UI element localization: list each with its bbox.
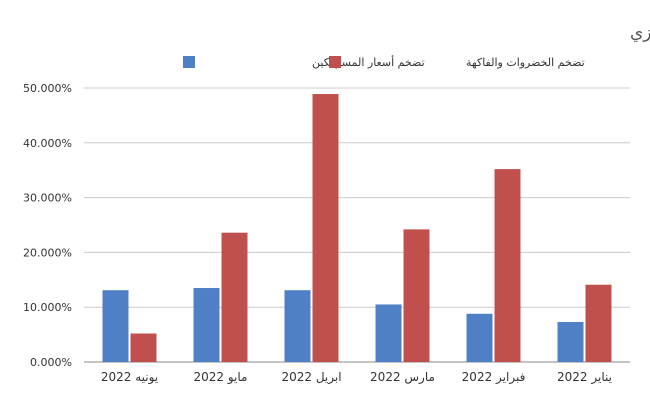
y-tick-label: 30.000% xyxy=(23,192,72,205)
y-tick-label: 40.000% xyxy=(23,137,72,150)
y-axis-ticks: 0.000% 10.000% 20.000% 30.000% 40.000% 50.000… xyxy=(23,82,72,369)
bar-vegetables xyxy=(403,229,430,362)
x-tick-label: يناير 2022 xyxy=(557,370,612,385)
bar-cpi xyxy=(375,304,402,362)
x-tick-label: ابريل 2022 xyxy=(281,370,341,385)
bar-cpi xyxy=(466,313,493,362)
legend: تضخم أسعار المستهلكين تضخم الخضروات والف… xyxy=(183,55,585,69)
x-tick-label: مارس 2022 xyxy=(370,370,435,385)
x-axis-ticks: يونيه 2022 مايو 2022 ابريل 2022 مارس 2022 فب… xyxy=(101,370,612,385)
y-tick-label: 0.000% xyxy=(30,356,72,369)
gridlines xyxy=(84,87,630,363)
legend-swatch-cpi xyxy=(183,56,195,68)
bar-cpi xyxy=(102,290,129,362)
legend-swatch-vegetables xyxy=(329,56,341,68)
bar-vegetables xyxy=(130,333,157,362)
bar-cpi xyxy=(557,321,584,362)
bar-vegetables xyxy=(312,94,339,362)
bar-vegetables xyxy=(585,284,612,362)
legend-label-cpi: تضخم أسعار المستهلكين xyxy=(312,55,425,69)
legend-label-vegetables: تضخم الخضروات والفاكهة xyxy=(466,56,585,69)
y-tick-label: 50.000% xyxy=(23,82,72,95)
bars xyxy=(102,94,612,362)
bar-cpi xyxy=(193,288,220,362)
y-tick-label: 10.000% xyxy=(23,301,72,314)
x-tick-label: فبراير 2022 xyxy=(462,370,526,385)
x-tick-label: مايو 2022 xyxy=(194,370,248,385)
x-tick-label: يونيه 2022 xyxy=(101,370,158,385)
bar-cpi xyxy=(284,290,311,362)
bar-vegetables xyxy=(221,232,248,362)
y-tick-label: 20.000% xyxy=(23,246,72,259)
bar-vegetables xyxy=(494,169,521,362)
chart-title: مؤشرات التضخم منذ بداية العام - المصد: ب… xyxy=(630,23,650,43)
